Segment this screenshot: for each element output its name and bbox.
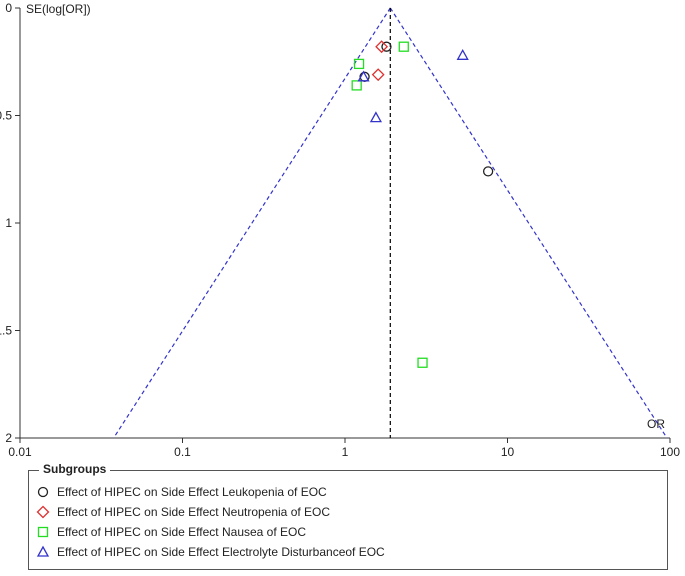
x-tick-label: 100 [660,445,680,459]
triangle-data-point [456,48,469,60]
legend-label: Effect of HIPEC on Side Effect Nausea of… [57,525,307,539]
axis-ticks: 0.01 0.1 1 10 100 0 0.5 1 1.5 2 [0,1,680,459]
y-tick-label: 1.5 [0,324,12,338]
legend-label: Effect of HIPEC on Side Effect Neutropen… [57,505,331,519]
square-legend-icon [37,526,49,538]
square-legend-marker [37,526,49,538]
legend-label: Effect of HIPEC on Side Effect Electroly… [57,545,385,559]
y-tick-label: 0 [5,1,12,15]
x-tick-label: 0.1 [174,445,191,459]
square-data-point [417,357,428,368]
y-tick-label: 1 [5,216,12,230]
legend-item: Effect of HIPEC on Side Effect Leukopeni… [35,483,327,501]
square-data-point [351,80,362,91]
y-tick-label: 2 [5,431,12,445]
triangle-legend-marker [36,545,50,557]
diamond-data-point [375,40,389,54]
circle-legend-icon [37,486,49,498]
plot-axes [19,8,670,439]
x-tick-label: 0.01 [8,445,32,459]
legend-item: Effect of HIPEC on Side Effect Electroly… [35,543,385,561]
diamond-legend-marker [36,505,50,519]
legend-item: Effect of HIPEC on Side Effect Nausea of… [35,523,306,541]
funnel-right-boundary [389,7,668,439]
legend-label: Effect of HIPEC on Side Effect Leukopeni… [57,485,327,499]
diamond-legend-icon [36,505,50,519]
triangle-data-point [357,70,370,82]
triangle-legend-icon [36,545,50,557]
legend-item: Effect of HIPEC on Side Effect Neutropen… [35,503,330,521]
x-tick-label: 1 [342,445,349,459]
x-tick-label: 10 [501,445,515,459]
circle-legend-marker [37,486,49,498]
data-points [351,40,494,368]
funnel-plot: 0.01 0.1 1 10 100 0 0.5 1 1.5 2 SE(log[OR]) OR [0,1,680,459]
triangle-data-point [369,111,383,123]
circle-data-point [482,166,494,177]
legend: Subgroups Effect of HIPEC on Side Effect… [28,462,668,570]
circle-data-point [381,41,392,52]
funnel-left-boundary [113,7,391,439]
x-axis-title: OR [647,417,665,431]
square-data-point [398,41,409,52]
y-axis-title: SE(log[OR]) [26,2,91,16]
square-data-point [353,58,365,70]
legend-title: Subgroups [39,462,111,476]
funnel-lines [113,7,668,439]
diamond-data-point [371,68,385,82]
y-tick-label: 0.5 [0,109,12,123]
